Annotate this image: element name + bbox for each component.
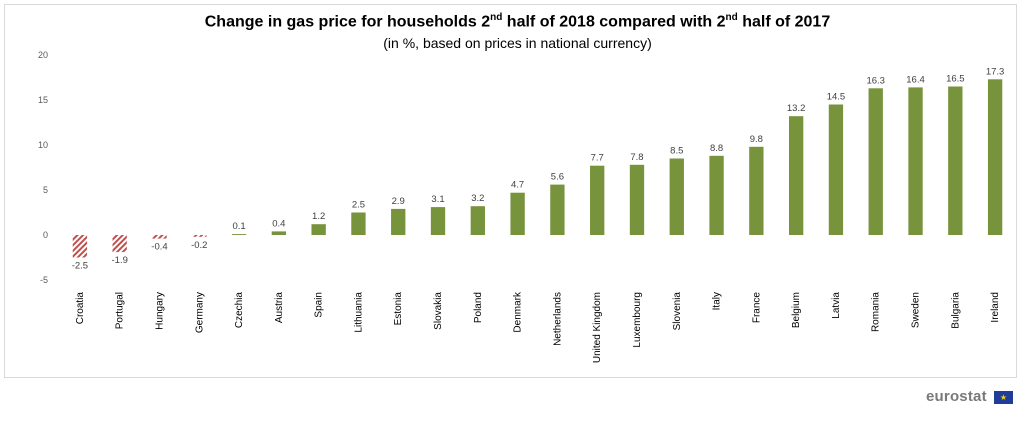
y-tick-label: 10 — [38, 140, 48, 150]
category-labels: Croatia Portugal Hungary Germany Czechia Aust… — [75, 291, 1001, 363]
bar-united-kingdom — [590, 165, 605, 235]
bar-germany — [192, 235, 207, 237]
value-label: 16.3 — [866, 75, 885, 86]
category-label: Denmark — [513, 291, 524, 333]
bar-slovakia — [430, 207, 446, 235]
value-label: 7.8 — [630, 152, 643, 163]
category-label: Hungary — [154, 292, 165, 330]
value-label: -0.4 — [151, 242, 167, 253]
bar-czechia — [231, 234, 247, 235]
value-label: -1.9 — [112, 255, 128, 266]
value-label: -2.5 — [72, 261, 88, 272]
y-tick-label: 0 — [43, 230, 48, 240]
value-label: 16.4 — [906, 74, 925, 85]
chart-title: Change in gas price for households 2nd h… — [204, 12, 831, 31]
category-label: Netherlands — [552, 292, 563, 346]
category-label: Czechia — [234, 292, 245, 329]
y-tick-label: 15 — [38, 95, 48, 105]
category-label: Ireland — [990, 292, 1001, 323]
y-tick-label: -5 — [40, 275, 48, 285]
bar-spain — [311, 224, 326, 235]
bar-latvia — [828, 104, 844, 235]
value-label: 4.7 — [511, 180, 524, 191]
bar-sweden — [908, 87, 923, 236]
category-label: Croatia — [75, 292, 86, 325]
value-label: 2.5 — [352, 200, 365, 211]
value-label: 3.1 — [431, 194, 444, 205]
category-label: Italy — [712, 292, 723, 310]
value-label: 17.3 — [986, 66, 1005, 77]
chart-subtitle: (in %, based on prices in national curre… — [383, 35, 652, 51]
category-label: Germany — [194, 292, 205, 333]
bar-luxembourg — [629, 164, 645, 235]
value-label: 7.7 — [591, 153, 604, 164]
category-label: United Kingdom — [592, 292, 603, 363]
value-label: 3.2 — [471, 193, 484, 204]
value-label: 5.6 — [551, 172, 564, 183]
value-label: 16.5 — [946, 74, 965, 85]
category-label: Portugal — [115, 292, 126, 329]
category-label: Spain — [314, 292, 325, 318]
value-label: 0.4 — [272, 218, 285, 229]
category-label: Luxembourg — [632, 292, 643, 348]
bar-romania — [868, 88, 883, 235]
category-label: Slovakia — [433, 292, 444, 330]
bar-lithuania — [351, 212, 366, 235]
chart-frame — [4, 4, 1017, 378]
bar-belgium — [788, 116, 804, 235]
bar-ireland — [987, 79, 1003, 235]
y-tick-label: 5 — [43, 185, 48, 195]
bar-netherlands — [550, 184, 565, 235]
bar-portugal — [112, 235, 127, 253]
bar-denmark — [510, 192, 525, 235]
category-label: France — [751, 292, 762, 324]
y-tick-label: 20 — [38, 50, 48, 60]
category-label: Bulgaria — [950, 292, 961, 329]
bar-croatia — [72, 235, 88, 258]
category-label: Lithuania — [353, 292, 364, 333]
value-label: 2.9 — [392, 196, 405, 207]
category-label: Estonia — [393, 292, 404, 326]
category-label: Austria — [274, 292, 285, 324]
value-labels: -2.5 -1.9 -0.4 -0.2 0.1 0.4 1.2 2.5 2.9 3.1 3.2 4.7… — [72, 66, 1005, 271]
bar-italy — [709, 155, 724, 235]
bar-poland — [470, 206, 485, 235]
value-label: 9.8 — [750, 134, 763, 145]
value-label: 8.8 — [710, 143, 723, 154]
y-axis: -5 0 5 10 15 20 — [38, 50, 48, 285]
value-label: 0.1 — [232, 221, 245, 232]
value-label: -0.2 — [191, 240, 207, 251]
bar-france — [749, 146, 764, 235]
bar-hungary — [152, 235, 167, 239]
eu-flag-icon: ★ — [994, 391, 1013, 404]
bar-bulgaria — [948, 86, 963, 235]
value-label: 8.5 — [670, 146, 683, 157]
value-label: 14.5 — [827, 92, 846, 103]
category-label: Sweden — [911, 292, 922, 328]
bar-austria — [271, 231, 287, 235]
value-label: 13.2 — [787, 103, 806, 114]
category-label: Poland — [473, 292, 484, 323]
eurostat-logo: eurostat — [926, 388, 987, 405]
value-label: 1.2 — [312, 211, 325, 222]
category-label: Slovenia — [672, 292, 683, 331]
bars — [72, 79, 1003, 258]
bar-estonia — [391, 208, 406, 235]
bar-slovenia — [669, 158, 684, 235]
category-label: Latvia — [831, 292, 842, 319]
category-label: Belgium — [791, 292, 802, 328]
category-label: Romania — [871, 292, 882, 332]
